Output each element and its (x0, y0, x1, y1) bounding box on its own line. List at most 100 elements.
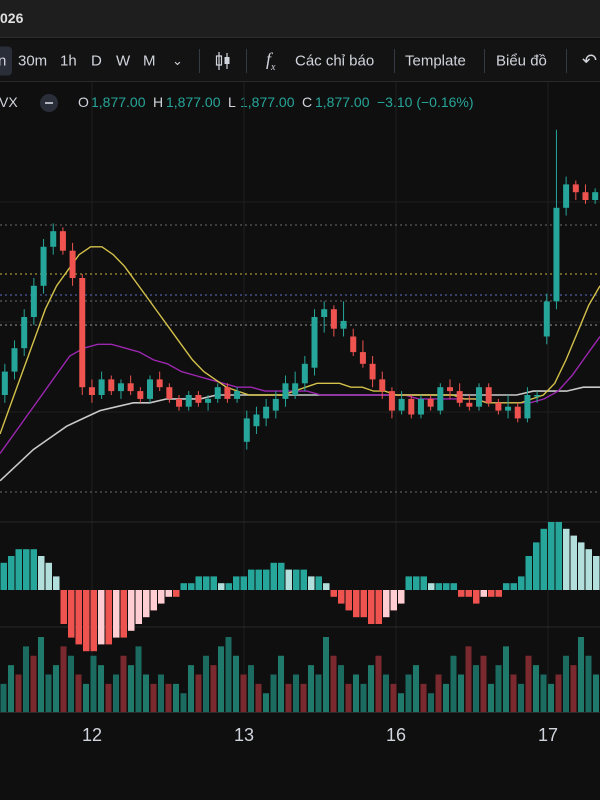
histogram-bar-positive (308, 576, 315, 590)
candle-up (263, 406, 270, 419)
histogram-bar-positive (503, 583, 510, 590)
candle-down (79, 278, 86, 388)
candle-down (388, 391, 395, 411)
histogram-bar-negative (390, 590, 397, 611)
candle-up (301, 363, 308, 384)
indicators-button[interactable]: Các chỉ báo (295, 52, 375, 69)
candle-up (205, 398, 212, 403)
histogram-bar-positive (548, 522, 555, 590)
histogram-bar-negative (113, 590, 120, 638)
volume-bar (158, 674, 164, 712)
template-button[interactable]: Template (405, 52, 466, 69)
volume-bar (23, 646, 29, 712)
volume-bar (203, 655, 209, 712)
volume-bar (405, 674, 412, 712)
candle-down (495, 402, 502, 411)
histogram-bar-negative (135, 590, 142, 624)
high-label: H (153, 94, 164, 110)
volume-bar (458, 674, 464, 712)
volume-bar (188, 665, 194, 712)
volume-bar (555, 674, 562, 712)
volume-bar (525, 655, 532, 712)
histogram-bar-positive (510, 583, 517, 590)
open-value: 1,877.00 (91, 94, 146, 110)
volume-bar (233, 655, 239, 712)
volume-bar (495, 665, 502, 712)
interval-30m-button[interactable]: 30m (18, 52, 48, 69)
candle-up (98, 379, 105, 395)
high-value: 1,877.00 (166, 94, 221, 110)
histogram-bar-negative (360, 590, 367, 618)
toolbar-divider (566, 49, 567, 73)
histogram-bar-positive (210, 576, 217, 590)
volume-bar (98, 665, 104, 712)
candle-down (572, 184, 579, 193)
volume-bar (300, 683, 307, 712)
histogram-bar-positive (443, 583, 450, 590)
volume-bar (570, 665, 577, 712)
volume-bar (420, 683, 427, 712)
candle-down (330, 309, 337, 329)
candle-down (108, 379, 115, 392)
close-value: 1,877.00 (315, 94, 370, 110)
volume-bar (353, 674, 359, 712)
candle-up (563, 184, 570, 208)
price-chart[interactable] (0, 82, 600, 712)
volume-bar (165, 683, 172, 712)
candle-up (417, 398, 424, 415)
histogram-bar-negative (495, 590, 502, 597)
histogram-bar-positive (300, 569, 307, 590)
histogram-bar-positive (578, 542, 585, 590)
chart-type-button[interactable]: Biểu đồ (496, 52, 547, 69)
histogram-bar-positive (420, 576, 427, 590)
interval-1h-button[interactable]: 1h (60, 52, 77, 69)
histogram-bar-positive (195, 576, 202, 590)
volume-bar (540, 674, 547, 712)
minus-icon[interactable] (40, 94, 58, 112)
interval-w-button[interactable]: W (116, 52, 131, 69)
volume-bar (435, 674, 442, 712)
volume-bar (375, 655, 382, 712)
candle-up (1, 371, 8, 395)
volume-bar (488, 683, 494, 712)
volume-bar (270, 674, 277, 712)
histogram-bar-positive (248, 569, 255, 590)
candle-down (156, 379, 163, 388)
candle-down (379, 379, 386, 392)
candle-up (311, 317, 318, 368)
histogram-bar-positive (23, 549, 30, 590)
interval-minutes-button[interactable]: n (0, 46, 13, 75)
time-axis[interactable]: 12 13 16 17 (0, 712, 600, 800)
candle-up (117, 383, 124, 392)
candle-up (592, 192, 599, 200)
window-titlebar: 026 (0, 0, 600, 38)
histogram-bar-negative (338, 590, 345, 604)
histogram-bar-positive (188, 583, 195, 590)
volume-bar (465, 646, 472, 712)
histogram-bar-negative (150, 590, 157, 611)
close-label: C (302, 94, 313, 110)
histogram-bar-positive (518, 576, 525, 590)
histogram-bar-negative (105, 590, 112, 645)
candle-up (476, 387, 483, 407)
histogram-bar-positive (315, 576, 322, 590)
function-icon[interactable]: fx (266, 48, 276, 73)
candle-down (137, 391, 144, 399)
volume-bar (338, 665, 344, 712)
volume-bar (518, 683, 524, 712)
toolbar-divider (246, 49, 247, 73)
histogram-bar-negative (120, 590, 127, 638)
candle-down (359, 352, 366, 364)
undo-icon[interactable]: ↶ (582, 50, 598, 70)
volume-bar (263, 693, 269, 712)
interval-d-button[interactable]: D (91, 52, 102, 69)
histogram-bar-positive (30, 549, 37, 590)
interval-m-button[interactable]: M (143, 52, 156, 69)
volume-bar (135, 646, 142, 712)
volume-bar (330, 655, 337, 712)
volume-bar (150, 683, 157, 712)
chevron-down-icon[interactable]: ⌄ (172, 52, 183, 68)
candlestick-icon[interactable] (214, 50, 232, 72)
histogram-bar-positive (203, 576, 210, 590)
histogram-bar-negative (473, 590, 480, 604)
